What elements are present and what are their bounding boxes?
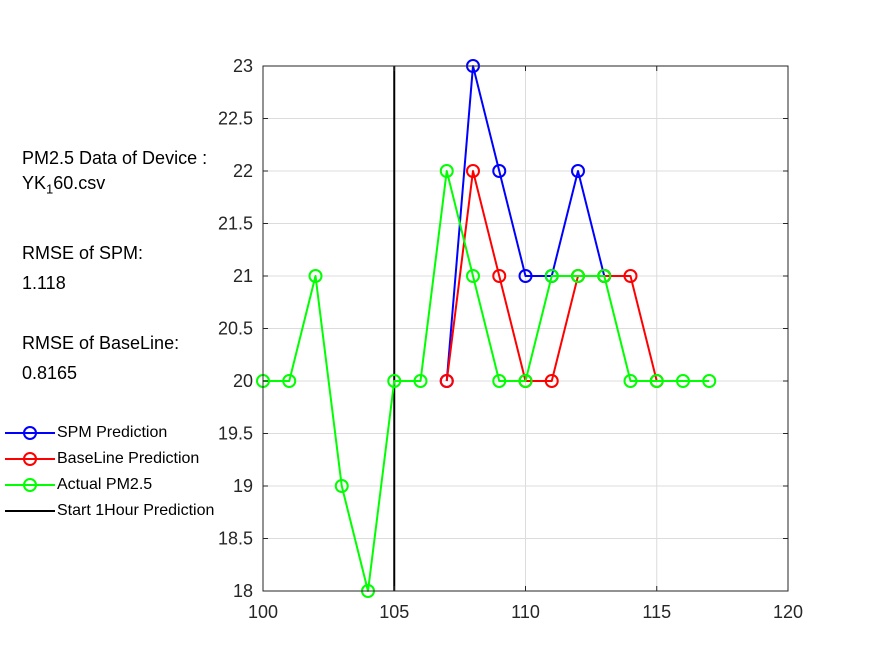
data-point <box>439 374 454 388</box>
legend-label-spm: SPM Prediction <box>57 424 168 441</box>
y-tick-label: 19.5 <box>218 424 253 444</box>
data-point <box>334 479 349 493</box>
data-point <box>492 164 507 178</box>
y-tick-label: 18 <box>233 581 253 601</box>
data-point <box>597 269 612 283</box>
data-point <box>623 374 638 388</box>
data-point <box>623 269 638 283</box>
device-label: PM2.5 Data of Device : <box>22 148 208 168</box>
data-point <box>492 269 507 283</box>
x-tick-label: 120 <box>773 602 803 622</box>
data-point <box>702 374 717 388</box>
y-tick-label: 21.5 <box>218 214 253 234</box>
device-file-subscript: 1 <box>46 181 54 197</box>
series-line <box>263 170 710 592</box>
device-file-suffix: 60.csv <box>53 173 106 193</box>
data-point <box>308 269 323 283</box>
data-point <box>518 269 533 283</box>
x-tick-label: 110 <box>511 602 540 622</box>
rmse-spm-value: 1.118 <box>22 273 66 293</box>
x-tick-label: 100 <box>248 602 278 622</box>
y-tick-label: 23 <box>233 56 253 76</box>
data-point <box>518 374 533 388</box>
data-point <box>544 374 559 388</box>
data-point <box>387 374 402 388</box>
data-point <box>439 164 454 178</box>
series-line <box>445 170 658 382</box>
data-point <box>466 269 480 283</box>
y-tick-label: 20.5 <box>218 319 253 339</box>
axis-ticks: 100 105 110 115 120 18 18.5 19 19.5 20 20.5 21 21.5 2… <box>218 56 803 622</box>
data-point <box>466 164 480 178</box>
y-tick-label: 19 <box>233 476 253 496</box>
y-tick-label: 20 <box>233 371 253 391</box>
legend-label-baseline: BaseLine Prediction <box>57 450 200 467</box>
legend-swatch-actual <box>5 478 55 492</box>
data-point <box>282 374 297 388</box>
legend-label-actual: Actual PM2.5 <box>57 476 153 493</box>
data-point <box>676 374 690 388</box>
rmse-baseline-value: 0.8165 <box>22 363 78 383</box>
rmse-baseline-label: RMSE of BaseLine: <box>22 333 180 353</box>
data-point <box>571 164 585 178</box>
y-tick-label: 22.5 <box>218 109 253 129</box>
x-tick-label: 115 <box>642 602 671 622</box>
rmse-spm-label: RMSE of SPM: <box>22 243 144 263</box>
x-tick-label: 105 <box>379 602 409 622</box>
legend-swatch-spm <box>5 426 55 440</box>
y-tick-label: 21 <box>233 266 253 286</box>
legend-swatch-baseline <box>5 452 55 466</box>
data-point <box>413 374 428 388</box>
device-file-prefix: YK <box>22 173 47 193</box>
data-point <box>649 374 664 388</box>
data-point <box>571 269 585 283</box>
legend-label-start-line: Start 1Hour Prediction <box>57 502 215 519</box>
series-2 <box>256 164 717 598</box>
data-point <box>544 269 559 283</box>
device-file: YK160.csv <box>22 173 105 197</box>
legend-swatch-start-line <box>5 510 55 512</box>
y-tick-label: 22 <box>233 161 253 181</box>
y-tick-label: 18.5 <box>218 529 253 549</box>
data-point <box>492 374 507 388</box>
